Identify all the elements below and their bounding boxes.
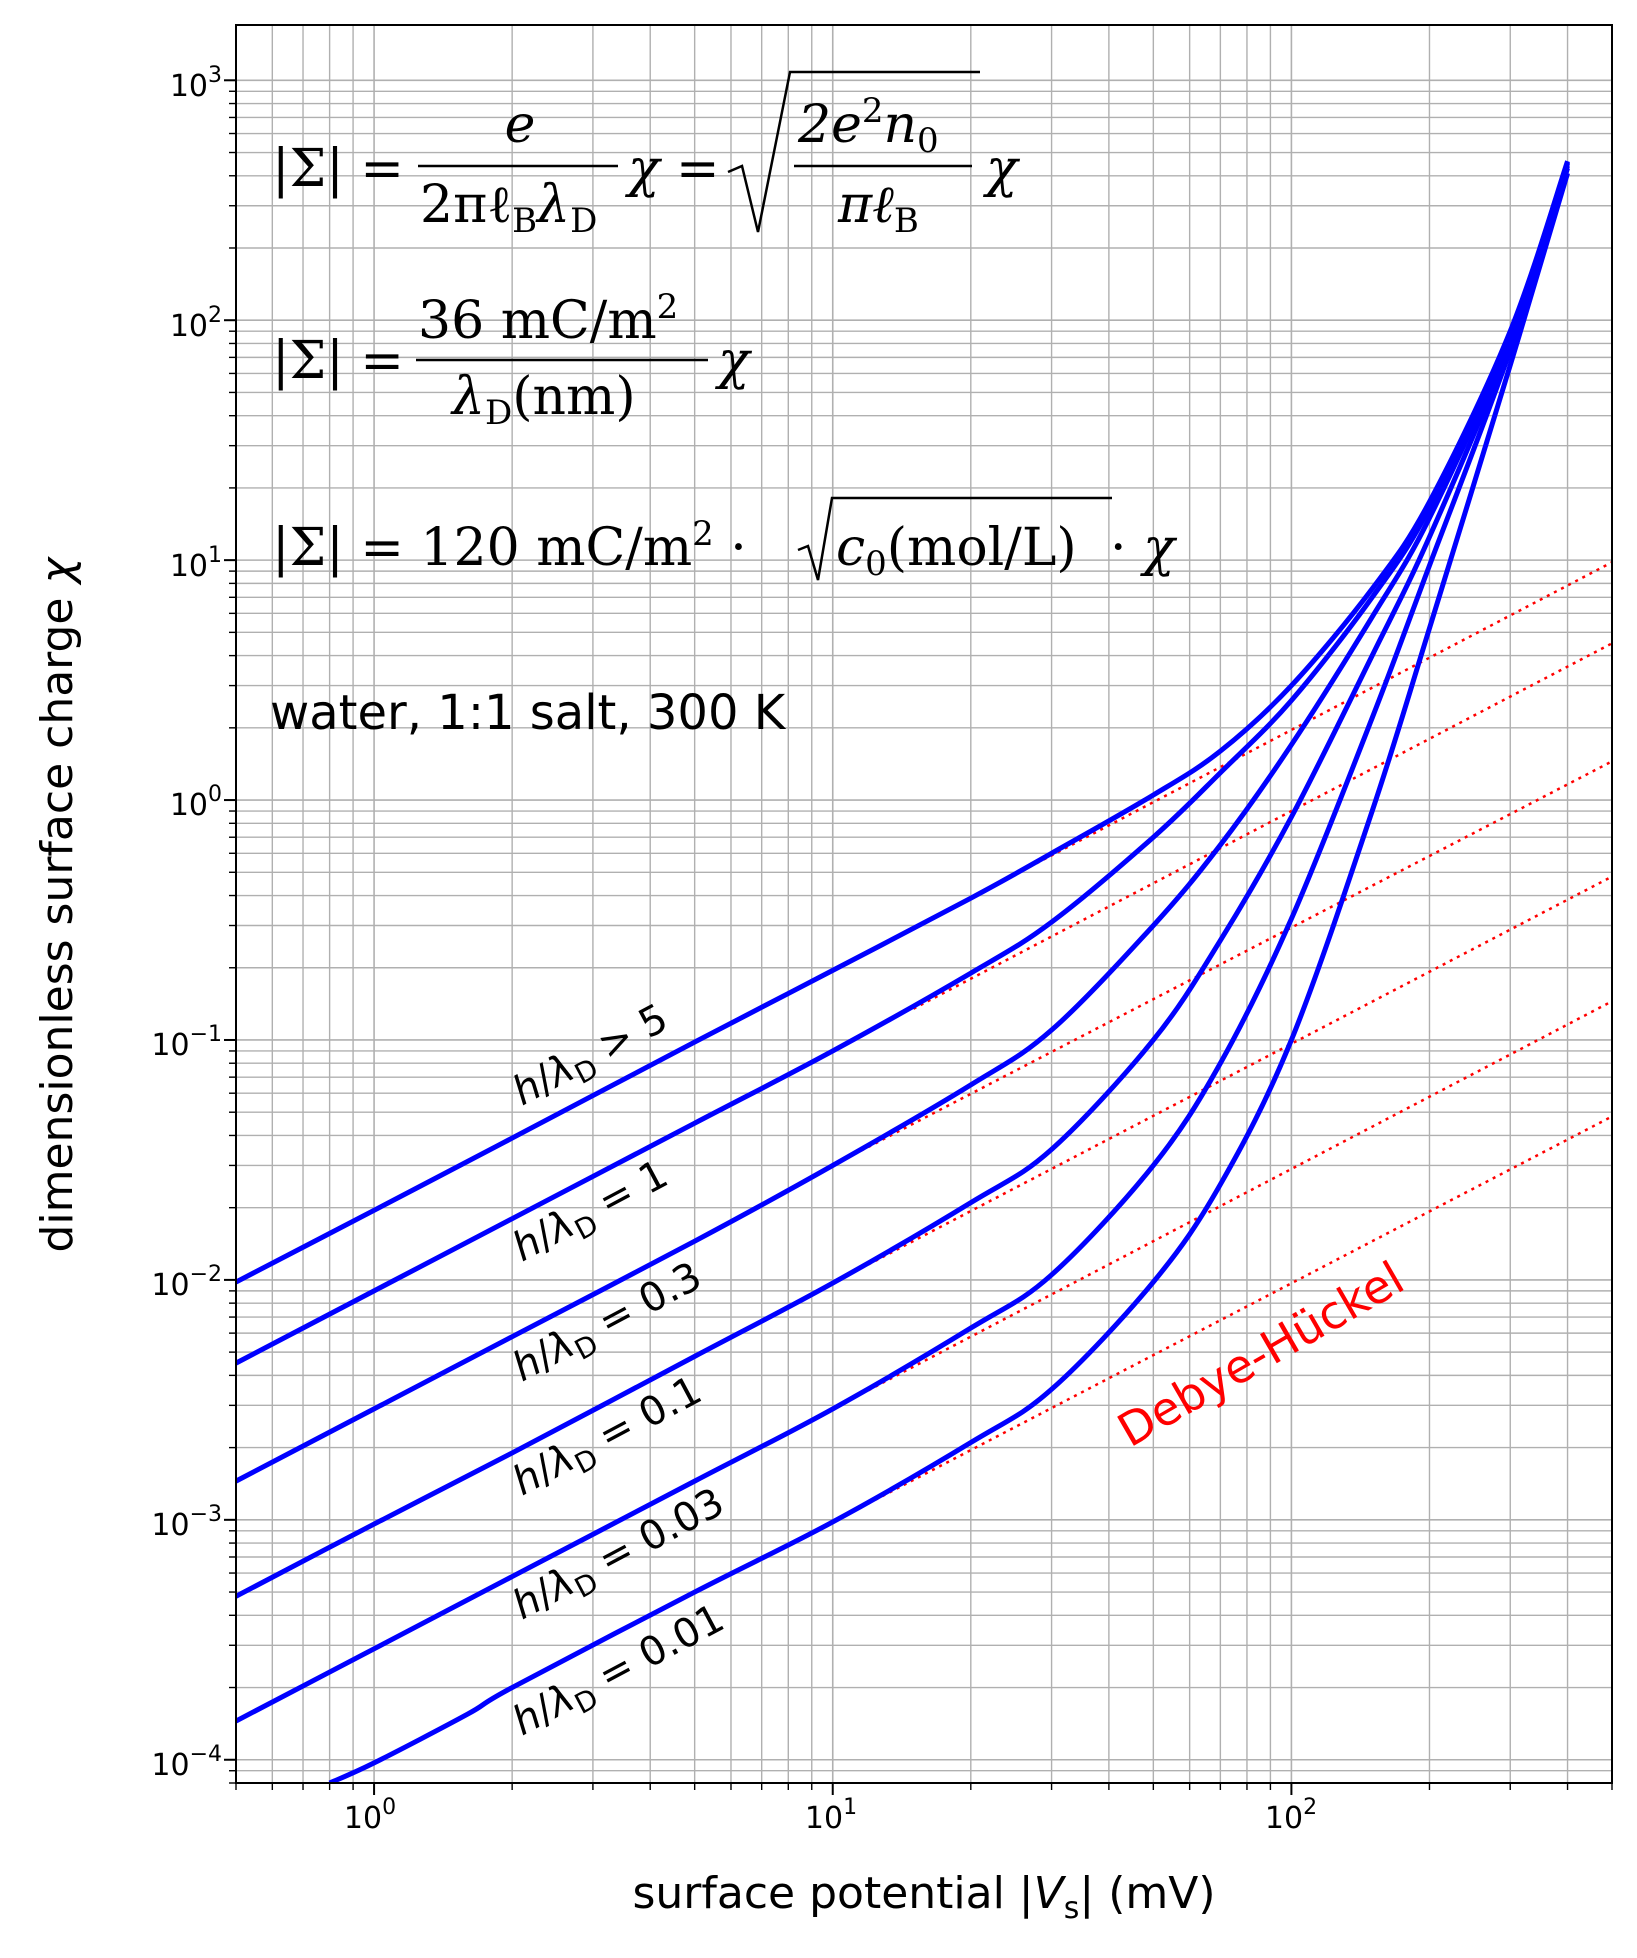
curve-series-6: [328, 172, 1570, 1783]
conditions-note: water, 1:1 salt, 300 K: [270, 685, 787, 741]
curves: [236, 160, 1570, 1783]
curve-series-5: [236, 167, 1570, 1724]
y-tick-label-1e-1: 10−1: [151, 1022, 222, 1063]
plot-frame: [235, 24, 1613, 1784]
formula3-tail: · χ: [1110, 518, 1178, 578]
curve-series-3: [236, 162, 1570, 1484]
curve-series-2: [236, 161, 1570, 1366]
debye-hueckel-line-1: [1014, 561, 1612, 876]
y-tick-label-1e-3: 10−3: [151, 1502, 222, 1543]
formula1-num1: e: [505, 95, 536, 155]
curve-series-1: [236, 160, 1570, 1285]
formula1-sqrt-sign: [727, 70, 980, 233]
formula3-lhs: |Σ| = 120 mC/m2 ·: [272, 514, 747, 578]
y-tick-label-1e2: 102: [170, 303, 222, 344]
debye-hueckel-lines: [832, 561, 1612, 1524]
debye-hueckel-line-5: [832, 1000, 1612, 1410]
y-tick-label-1e-2: 10−2: [151, 1262, 222, 1303]
formula-sigma-definition: |Σ| = e 2πℓBλD χ = 2e2n0 πℓB χ: [272, 70, 1021, 241]
debye-hueckel-line-4: [832, 875, 1612, 1285]
x-tick-label-1: 100: [344, 1795, 396, 1836]
curve-series-4: [236, 165, 1570, 1599]
y-tick-label-1e-4: 10−4: [151, 1742, 222, 1783]
axis-ticks: [224, 79, 1613, 1795]
x-axis-title: surface potential |Vs| (mV): [633, 1868, 1216, 1926]
formula1-num2: 2e2n0: [797, 91, 939, 161]
grid: [235, 25, 1613, 1784]
formula2-chi: χ: [714, 331, 753, 391]
debye-hueckel-line-2: [912, 642, 1612, 1010]
y-axis-title: dimensionless surface charge χ: [32, 556, 83, 1253]
formula1-lhs: |Σ| =: [272, 139, 404, 199]
x-tick-label-100: 102: [1265, 1795, 1317, 1836]
x-tick-label-10: 101: [805, 1795, 857, 1836]
formula-sigma-concentration: |Σ| = 120 mC/m2 · c0(mol/L) · χ: [272, 496, 1178, 584]
y-tick-label-1e1: 101: [170, 543, 222, 584]
formula1-den2: πℓB: [837, 175, 919, 241]
formula3-sqrt-sign: [797, 496, 1112, 581]
formula1-chi2: χ: [982, 139, 1021, 199]
debye-hueckel-line-3: [832, 760, 1612, 1167]
debye-hueckel-line-6: [832, 1115, 1612, 1524]
formula2-lhs: |Σ| =: [272, 331, 404, 391]
formula2-den: λD(nm): [450, 367, 636, 433]
curve-label-gt5: h/λD > 5: [505, 995, 678, 1120]
formula1-chi1: χ =: [624, 139, 720, 199]
formula1-den1: 2πℓBλD: [420, 175, 597, 241]
y-tick-label-1e3: 103: [170, 63, 222, 104]
formula3-radicand: c0(mol/L): [836, 518, 1077, 584]
y-tick-label-1e0: 100: [170, 782, 222, 823]
formula-sigma-nm: |Σ| = 36 mC/m2 λD(nm) χ: [272, 287, 753, 433]
formula2-num: 36 mC/m2: [418, 287, 678, 351]
